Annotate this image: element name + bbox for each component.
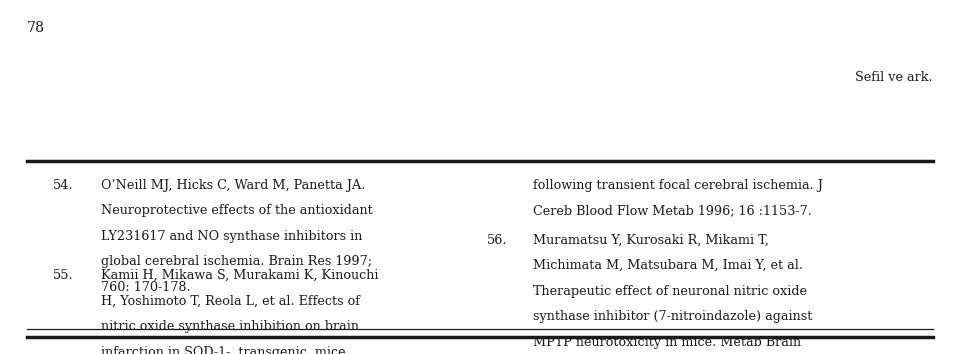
Text: 760: 170-178.: 760: 170-178. bbox=[101, 281, 190, 294]
Text: following transient focal cerebral ischemia. J: following transient focal cerebral ische… bbox=[533, 179, 823, 192]
Text: O’Neill MJ, Hicks C, Ward M, Panetta JA.: O’Neill MJ, Hicks C, Ward M, Panetta JA. bbox=[101, 179, 365, 192]
Text: 54.: 54. bbox=[53, 179, 73, 192]
Text: global cerebral ischemia. Brain Res 1997;: global cerebral ischemia. Brain Res 1997… bbox=[101, 255, 372, 268]
Text: Neuroprotective effects of the antioxidant: Neuroprotective effects of the antioxida… bbox=[101, 204, 372, 217]
Text: LY231617 and NO synthase inhibitors in: LY231617 and NO synthase inhibitors in bbox=[101, 230, 362, 243]
Text: MPTP neurotoxicity in mice. Metab Brain: MPTP neurotoxicity in mice. Metab Brain bbox=[533, 336, 801, 349]
Text: synthase inhibitor (7-nitroindazole) against: synthase inhibitor (7-nitroindazole) aga… bbox=[533, 310, 812, 323]
Text: H, Yoshimoto T, Reola L, et al. Effects of: H, Yoshimoto T, Reola L, et al. Effects … bbox=[101, 295, 360, 308]
Text: Muramatsu Y, Kurosaki R, Mikami T,: Muramatsu Y, Kurosaki R, Mikami T, bbox=[533, 234, 769, 247]
Text: Sefil ve ark.: Sefil ve ark. bbox=[855, 71, 933, 84]
Text: Cereb Blood Flow Metab 1996; 16 :1153-7.: Cereb Blood Flow Metab 1996; 16 :1153-7. bbox=[533, 204, 811, 217]
Text: 78: 78 bbox=[27, 21, 45, 35]
Text: nitric oxide synthase inhibition on brain: nitric oxide synthase inhibition on brai… bbox=[101, 320, 359, 333]
Text: Michimata M, Matsubara M, Imai Y, et al.: Michimata M, Matsubara M, Imai Y, et al. bbox=[533, 259, 803, 272]
Text: 55.: 55. bbox=[53, 269, 73, 282]
Text: 56.: 56. bbox=[487, 234, 507, 247]
Text: Kamii H, Mikawa S, Murakami K, Kinouchi: Kamii H, Mikawa S, Murakami K, Kinouchi bbox=[101, 269, 378, 282]
Text: infarction in SOD-1-  transgenic  mice: infarction in SOD-1- transgenic mice bbox=[101, 346, 346, 354]
Text: Therapeutic effect of neuronal nitric oxide: Therapeutic effect of neuronal nitric ox… bbox=[533, 285, 806, 298]
